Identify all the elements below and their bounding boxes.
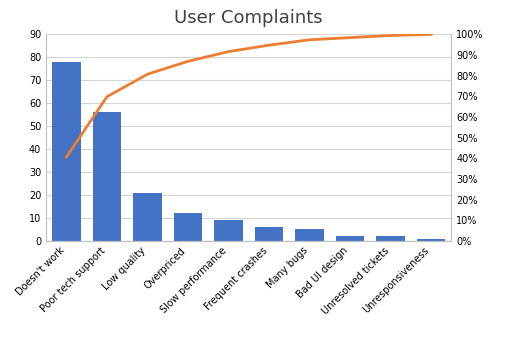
- Bar: [255, 227, 283, 241]
- Bar: [133, 193, 162, 241]
- Bar: [417, 238, 445, 241]
- Bar: [336, 236, 364, 241]
- Bar: [377, 236, 405, 241]
- Title: User Complaints: User Complaints: [174, 9, 323, 27]
- Bar: [174, 213, 202, 241]
- Bar: [214, 220, 243, 241]
- Bar: [93, 112, 121, 241]
- Bar: [52, 62, 81, 241]
- Bar: [295, 229, 324, 241]
